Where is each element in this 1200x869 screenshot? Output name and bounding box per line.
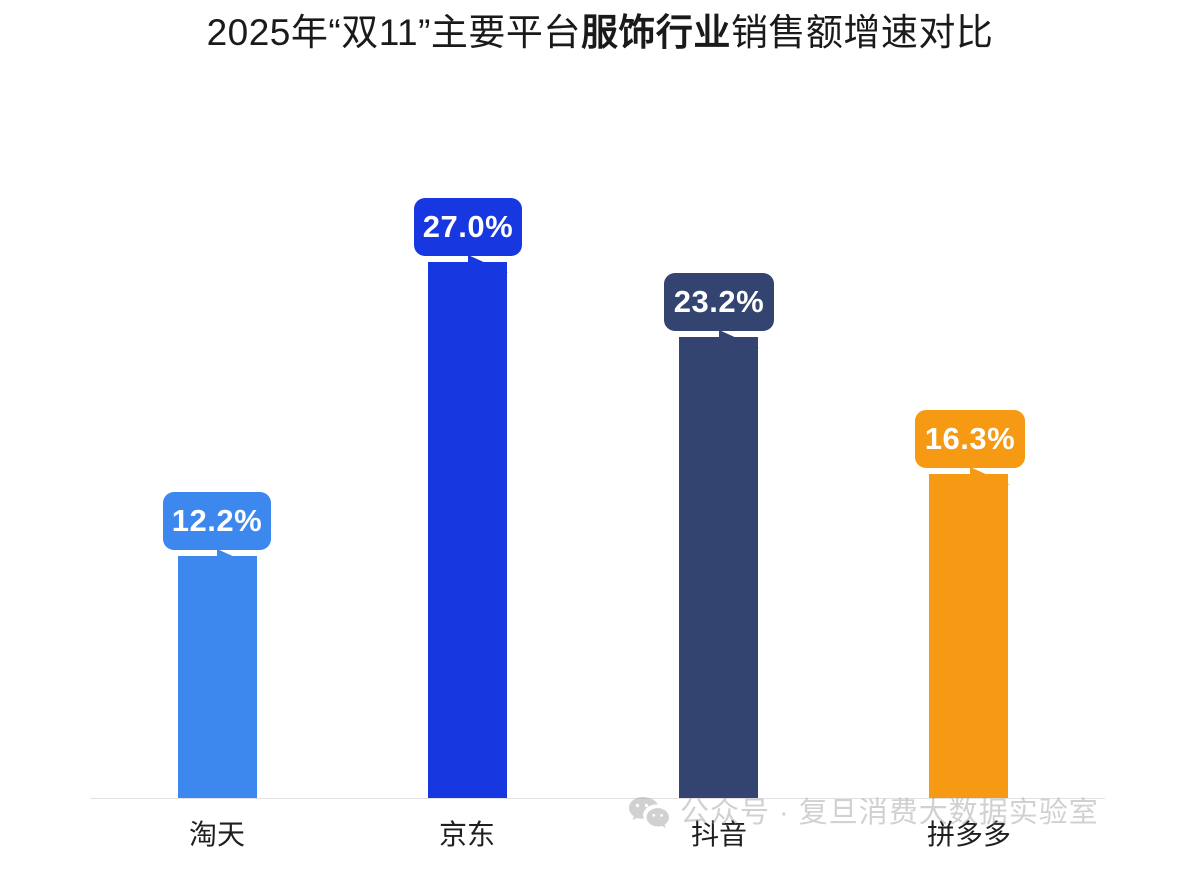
bar-douyin (679, 337, 758, 798)
value-label-text: 12.2% (171, 502, 263, 538)
bar-jingdong (428, 262, 507, 798)
value-label-jingdong: 27.0% (414, 198, 522, 274)
value-label-douyin: 23.2% (664, 273, 774, 349)
bar-taotian (178, 555, 257, 798)
callout-tail-icon (719, 330, 759, 349)
callout-tail-icon (970, 467, 1010, 486)
value-label-text: 23.2% (673, 284, 765, 320)
chart-title: 2025年“双11”主要平台服饰行业销售额增速对比 (0, 10, 1200, 56)
x-tick-label-douyin: 抖音 (690, 819, 747, 850)
x-axis-line (90, 798, 1105, 799)
chart-title-lead: 2025年“双11”主要平台 (206, 12, 581, 53)
callout-tail-icon (468, 255, 508, 274)
bar-pinduoduo (929, 474, 1008, 798)
chart-title-emphasis: 服饰行业 (580, 12, 731, 53)
x-tick-label-taotian: 淘天 (188, 819, 245, 850)
callout-tail-icon (217, 548, 257, 567)
chart-title-trail: 销售额增速对比 (730, 12, 994, 53)
value-label-pinduoduo: 16.3% (915, 410, 1025, 486)
value-label-text: 16.3% (924, 421, 1016, 457)
x-tick-label-pinduoduo: 拼多多 (926, 819, 1011, 850)
value-label-taotian: 12.2% (163, 491, 271, 567)
x-tick-label-jingdong: 京东 (438, 819, 495, 850)
value-label-text: 27.0% (422, 209, 514, 245)
